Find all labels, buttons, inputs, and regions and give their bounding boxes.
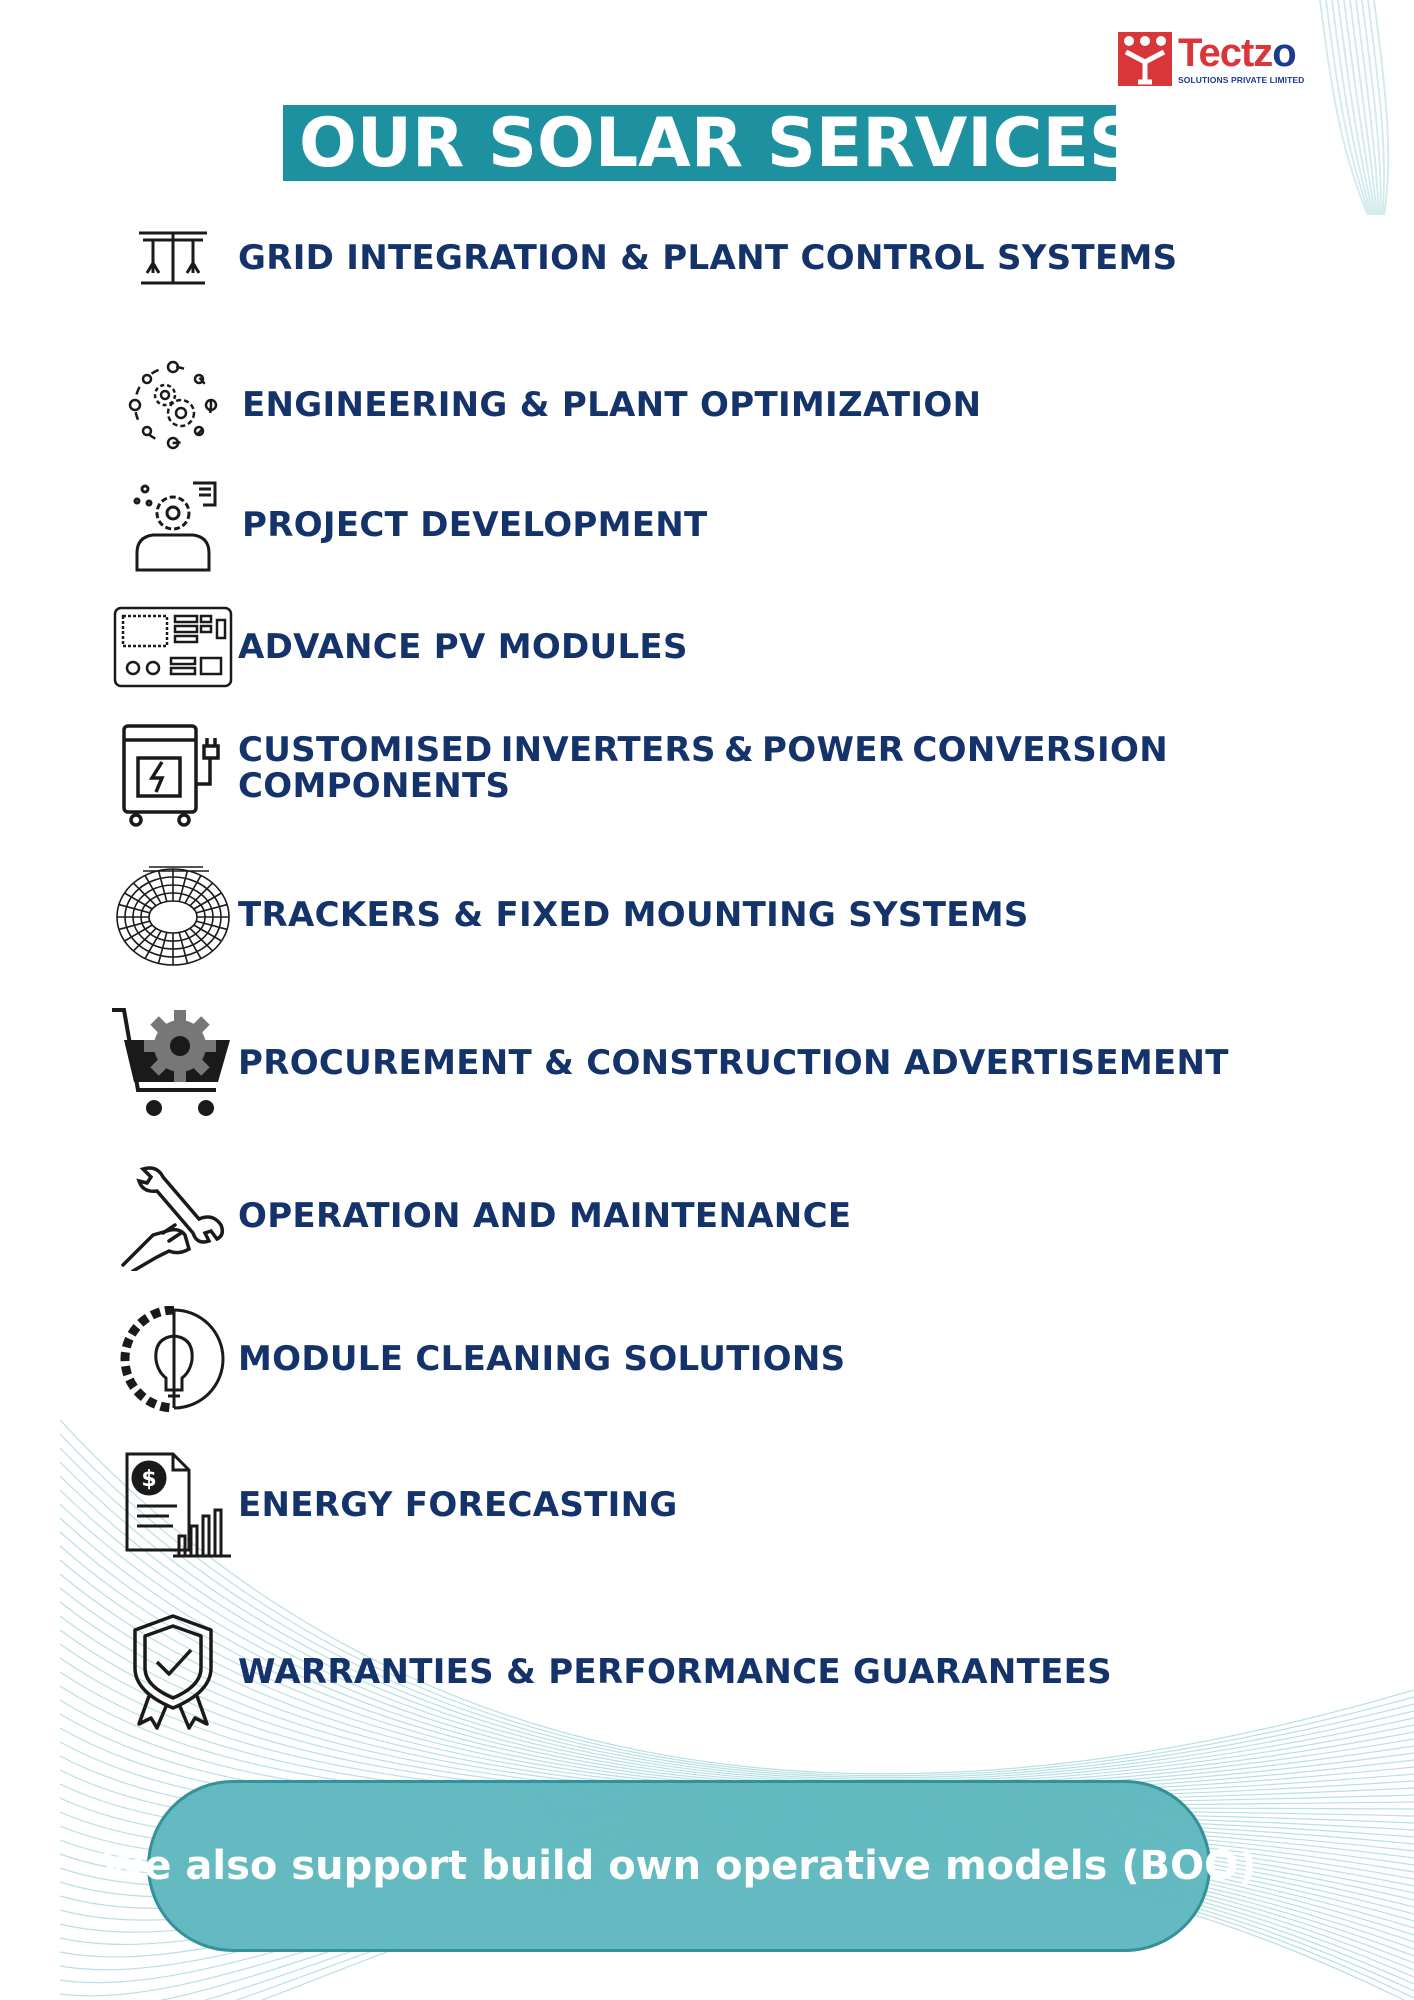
service-label: ENGINEERING & PLANT OPTIMIZATION bbox=[242, 385, 982, 425]
title-banner: OUR SOLAR SERVICES bbox=[283, 104, 1138, 183]
service-label: TRACKERS & FIXED MOUNTING SYSTEMS bbox=[238, 895, 1029, 935]
logo-wordmark: Tectzo bbox=[1178, 31, 1297, 76]
company-logo: Tectzo SOLUTIONS PRIVATE LIMITED bbox=[1118, 28, 1342, 90]
service-item: TRACKERS & FIXED MOUNTING SYSTEMS bbox=[108, 863, 1208, 967]
boo-banner: We also support build own operative mode… bbox=[102, 1780, 1256, 1952]
service-label: OPERATION AND MAINTENANCE bbox=[238, 1196, 852, 1236]
service-label: PROCUREMENT & CONSTRUCTION ADVERTISEMENT bbox=[238, 1043, 1229, 1083]
service-item: CUSTOMISED INVERTERS & POWER CONVERSION … bbox=[108, 722, 1208, 828]
circuit-board-icon bbox=[113, 606, 233, 688]
tracker-ring-icon bbox=[116, 866, 230, 966]
logo-subtitle: SOLUTIONS PRIVATE LIMITED bbox=[1178, 75, 1305, 86]
service-item: ADVANCE PV MODULES bbox=[108, 597, 1208, 697]
boo-banner-text: We also support build own operative mode… bbox=[101, 1843, 1257, 1889]
tower-logo-icon bbox=[1118, 32, 1172, 86]
service-label: CUSTOMISED INVERTERS & POWER CONVERSION … bbox=[238, 730, 1168, 806]
shield-check-icon bbox=[133, 1614, 213, 1730]
service-label: ADVANCE PV MODULES bbox=[238, 627, 688, 667]
dollar-report-icon: $ bbox=[125, 1452, 231, 1558]
service-label: PROJECT DEVELOPMENT bbox=[242, 505, 708, 545]
hand-wrench-icon bbox=[121, 1166, 225, 1271]
engineer-gear-icon bbox=[133, 481, 217, 572]
service-item: MODULE CLEANING SOLUTIONS bbox=[108, 1306, 1208, 1412]
service-item: GRID INTEGRATION & PLANT CONTROL SYSTEMS bbox=[108, 208, 1208, 308]
service-label: WARRANTIES & PERFORMANCE GUARANTEES bbox=[238, 1652, 1112, 1692]
cart-gear-icon bbox=[112, 1008, 230, 1116]
inverter-plug-icon bbox=[122, 724, 220, 827]
gears-network-icon bbox=[128, 360, 218, 450]
service-item: OPERATION AND MAINTENANCE bbox=[108, 1161, 1208, 1271]
page-title: OUR SOLAR SERVICES bbox=[299, 103, 1138, 183]
service-item: PROCUREMENT & CONSTRUCTION ADVERTISEMENT bbox=[108, 1004, 1228, 1122]
service-label: GRID INTEGRATION & PLANT CONTROL SYSTEMS bbox=[238, 238, 1178, 278]
service-label: ENERGY FORECASTING bbox=[238, 1485, 678, 1525]
service-label: MODULE CLEANING SOLUTIONS bbox=[238, 1339, 846, 1379]
gear-bulb-icon bbox=[120, 1306, 225, 1412]
svg-text:$: $ bbox=[141, 1467, 156, 1492]
service-item: WARRANTIES & PERFORMANCE GUARANTEES bbox=[108, 1612, 1208, 1732]
service-item: $ ENERGY FORECASTING bbox=[108, 1450, 1208, 1560]
grid-tower-icon bbox=[139, 231, 207, 285]
service-item: PROJECT DEVELOPMENT bbox=[108, 475, 1208, 575]
service-item: ENGINEERING & PLANT OPTIMIZATION bbox=[108, 355, 1208, 455]
